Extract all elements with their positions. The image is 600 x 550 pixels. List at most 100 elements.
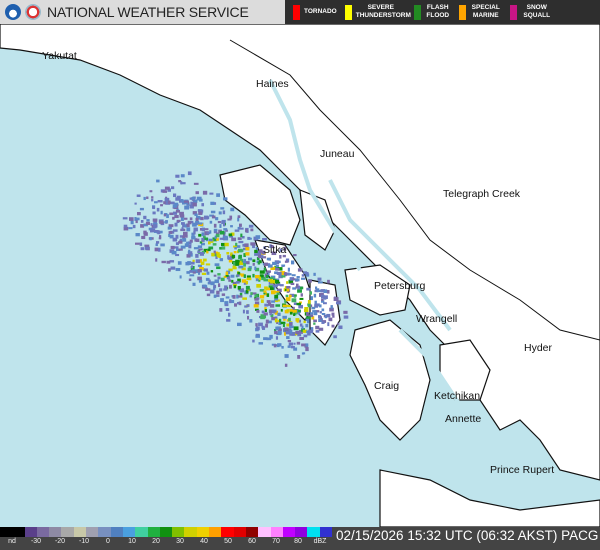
radar-echo (193, 182, 199, 185)
radar-echo (296, 341, 301, 345)
radar-echo (318, 315, 322, 319)
radar-echo (310, 296, 313, 301)
radar-echo (277, 343, 282, 347)
radar-echo (149, 237, 152, 241)
radar-echo (151, 199, 154, 202)
radar-echo (266, 257, 271, 261)
radar-echo (256, 284, 261, 288)
radar-echo (321, 294, 325, 299)
radar-echo (223, 233, 226, 237)
radar-echo (183, 200, 189, 203)
radar-echo (226, 270, 231, 275)
radar-echo (235, 245, 241, 248)
radar-echo (192, 211, 197, 215)
scale-swatch (98, 527, 111, 537)
radar-echo (283, 288, 286, 292)
radar-echo (164, 186, 170, 190)
radar-echo (245, 252, 250, 256)
radar-echo (270, 266, 276, 270)
radar-echo (287, 304, 291, 308)
radar-echo (169, 234, 174, 239)
scale-swatch (135, 527, 148, 537)
radar-echo (273, 278, 277, 282)
radar-echo (270, 314, 274, 318)
radar-echo (143, 196, 146, 201)
radar-echo (280, 309, 283, 312)
radar-echo (197, 222, 203, 225)
tick-label: -10 (78, 538, 90, 545)
radar-echo (284, 363, 288, 367)
radar-echo (314, 303, 319, 308)
radar-echo (215, 294, 220, 297)
radar-echo (202, 235, 206, 240)
radar-echo (186, 223, 190, 228)
radar-echo (224, 242, 229, 247)
radar-echo (209, 214, 214, 217)
radar-echo (183, 235, 188, 238)
radar-echo (263, 337, 268, 341)
radar-echo (224, 285, 228, 290)
radar-echo (122, 217, 128, 220)
radar-echo (343, 315, 349, 319)
radar-echo (329, 307, 334, 312)
radar-echo (226, 276, 230, 280)
radar-echo (250, 242, 256, 246)
radar-echo (305, 318, 310, 322)
radar-echo (206, 288, 211, 291)
radar-echo (180, 199, 184, 202)
radar-echo (235, 242, 238, 247)
radar-echo (304, 307, 309, 310)
radar-echo (272, 286, 276, 289)
radar-echo (282, 304, 288, 307)
radar-echo (251, 292, 257, 295)
radar-echo (219, 288, 223, 292)
radar-echo (286, 288, 290, 292)
tick-label: 10 (128, 538, 136, 545)
radar-echo (197, 250, 201, 254)
radar-echo (258, 276, 262, 281)
tick-label: 20 (152, 538, 160, 545)
radar-echo (155, 258, 158, 262)
radar-echo (267, 264, 273, 268)
radar-echo (195, 217, 199, 222)
radar-echo (327, 279, 330, 284)
radar-echo (320, 289, 325, 293)
radar-echo (184, 243, 189, 247)
radar-echo (166, 214, 169, 219)
radar-echo (227, 255, 230, 260)
place-label: Telegraph Creek (443, 188, 521, 200)
radar-echo (175, 209, 180, 213)
radar-echo (216, 290, 220, 295)
radar-echo (197, 264, 203, 267)
radar-echo (123, 224, 128, 228)
radar-echo (184, 224, 187, 228)
tick-label: -20 (54, 538, 66, 545)
radar-echo (192, 202, 197, 207)
radar-echo (179, 275, 182, 279)
radar-echo (158, 230, 163, 234)
radar-echo (237, 271, 241, 275)
radar-echo (193, 247, 199, 250)
radar-echo (285, 297, 291, 302)
radar-echo (221, 243, 225, 246)
radar-echo (258, 342, 264, 345)
radar-echo (146, 196, 149, 199)
radar-echo (297, 309, 301, 313)
radar-echo (219, 258, 224, 262)
radar-echo (173, 211, 178, 215)
radar-echo (248, 257, 253, 261)
radar-echo (289, 322, 293, 327)
radar-echo (259, 274, 264, 278)
place-label: Craig (374, 380, 400, 392)
radar-echo (214, 263, 220, 267)
radar-echo (237, 215, 241, 219)
radar-echo (277, 345, 280, 348)
radar-echo (225, 296, 230, 299)
radar-echo (274, 271, 278, 275)
radar-echo (191, 220, 194, 224)
radar-echo (258, 322, 263, 327)
radar-echo (140, 224, 145, 228)
place-label: Hyder (524, 342, 553, 354)
radar-echo (297, 289, 302, 293)
